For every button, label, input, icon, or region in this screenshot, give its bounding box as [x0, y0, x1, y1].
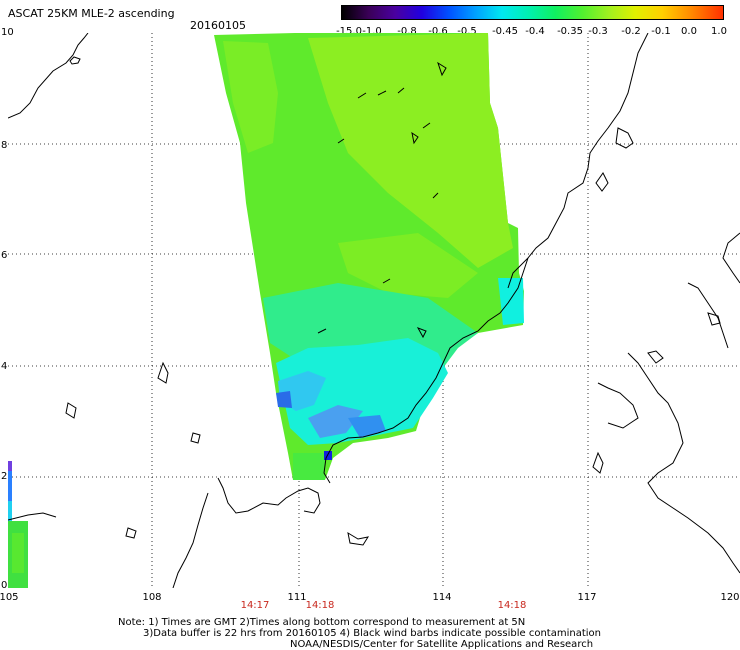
x-tick-label: 117 — [577, 592, 597, 603]
wind-barbs-contamination — [317, 87, 439, 334]
coastlines — [8, 33, 740, 588]
colorbar-label: 1.0 — [711, 26, 727, 37]
x-tick-label: 111 — [287, 592, 307, 603]
y-tick-label: 2 — [1, 471, 8, 482]
x-tick-label: 120 — [720, 592, 740, 603]
colorbar-label: -0.6 — [428, 26, 448, 37]
pass-time-label: 14:18 — [497, 600, 527, 611]
x-tick-label: 105 — [0, 592, 19, 603]
scatterometer-swath — [8, 33, 524, 588]
note-line-2: 3)Data buffer is 22 hrs from 20160105 4)… — [143, 628, 601, 639]
map-date: 20160105 — [190, 19, 246, 32]
colorbar-label: -0.45 — [492, 26, 518, 37]
colorbar-label: -0.1 — [651, 26, 671, 37]
colorbar-label: -1.0 — [362, 26, 382, 37]
y-tick-label: 0 — [1, 580, 8, 591]
colorbar-label: -0.3 — [588, 26, 608, 37]
note-line-1: Note: 1) Times are GMT 2)Times along bot… — [118, 617, 526, 628]
colorbar-label: -0.5 — [457, 26, 477, 37]
x-tick-label: 108 — [142, 592, 162, 603]
y-tick-label: 4 — [1, 361, 8, 372]
pass-time-label: 14:18 — [305, 600, 335, 611]
map-panel — [8, 33, 740, 588]
colorbar-label: -15.0 — [336, 26, 362, 37]
colorbar-label: -0.35 — [557, 26, 583, 37]
colorbar — [341, 5, 724, 20]
map-title: ASCAT 25KM MLE-2 ascending — [8, 7, 175, 20]
pass-time-label: 14:17 — [240, 600, 270, 611]
colorbar-label: -0.2 — [621, 26, 641, 37]
colorbar-label: -0.8 — [397, 26, 417, 37]
colorbar-label: 0.0 — [681, 26, 697, 37]
y-tick-label: 10 — [1, 27, 14, 38]
colorbar-label: -0.4 — [525, 26, 545, 37]
y-tick-label: 6 — [1, 250, 8, 261]
note-line-3: NOAA/NESDIS/Center for Satellite Applica… — [290, 639, 594, 650]
x-tick-label: 114 — [432, 592, 452, 603]
y-tick-label: 8 — [1, 140, 8, 151]
